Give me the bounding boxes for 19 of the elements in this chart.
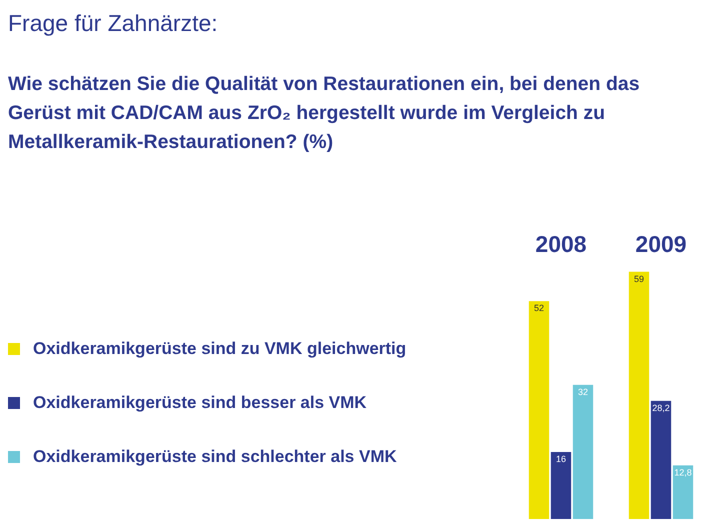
x-tick-label: 2008 (535, 231, 587, 258)
x-tick-label: 2009 (635, 231, 687, 258)
data-label: 28,2 (652, 402, 670, 413)
data-label: 52 (534, 303, 544, 314)
bar (628, 272, 650, 519)
text: Frage für Zahnärzte: (8, 10, 218, 37)
bar (672, 465, 694, 519)
bar (528, 301, 550, 519)
bar (572, 384, 594, 519)
data-label: 16 (556, 454, 566, 464)
bar (650, 400, 672, 519)
data-label: 12,8 (674, 467, 692, 478)
legend-label: Oxidkeramikgerüste sind zu VMK gleichwertig (33, 339, 406, 359)
data-label: 32 (578, 386, 588, 397)
data-label: 59 (634, 274, 644, 284)
bar (550, 452, 572, 519)
legend-label: Oxidkeramikgerüste sind schlechter als VMK (33, 447, 397, 467)
legend-label: Oxidkeramikgerüste sind besser als VMK (33, 393, 367, 413)
text: Wie schätzen Sie die Qualität von Restaurationen ein, bei denen das Gerüst mit CAD/CAM aus ZrO₂ hergestellt wurde im Vergleich zu Metallkeramik-Restaurationen? (%) (8, 72, 641, 155)
